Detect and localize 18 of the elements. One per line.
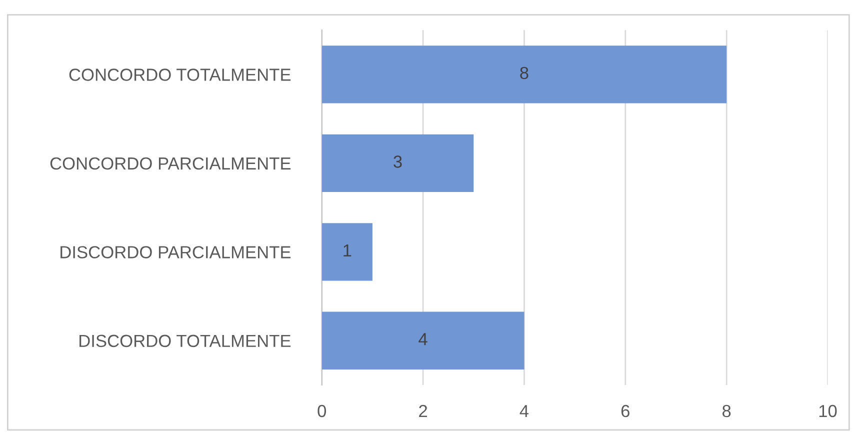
data-label: 1: [344, 244, 352, 256]
x-tick-label: 8: [722, 404, 731, 418]
data-label: 3: [394, 156, 402, 168]
data-label: 4: [418, 333, 428, 346]
bar: [322, 223, 372, 281]
y-tick-label: DISCORDO TOTALMENTE: [80, 334, 291, 348]
bar: [322, 134, 474, 192]
x-tick-label: 6: [621, 404, 630, 418]
data-label: 8: [520, 66, 528, 80]
x-tick-label: 0: [318, 404, 326, 418]
x-tick-label: 2: [419, 404, 427, 418]
x-tick-label: 4: [520, 405, 529, 418]
bar: [322, 46, 727, 104]
bar: [322, 312, 524, 370]
y-tick-label: CONCORDO TOTALMENTE: [69, 68, 291, 81]
y-tick-label: CONCORDO PARCIALMENTE: [50, 157, 291, 170]
x-tick-label: 10: [819, 404, 837, 418]
y-tick-label: DISCORDO PARCIALMENTE: [60, 246, 291, 258]
